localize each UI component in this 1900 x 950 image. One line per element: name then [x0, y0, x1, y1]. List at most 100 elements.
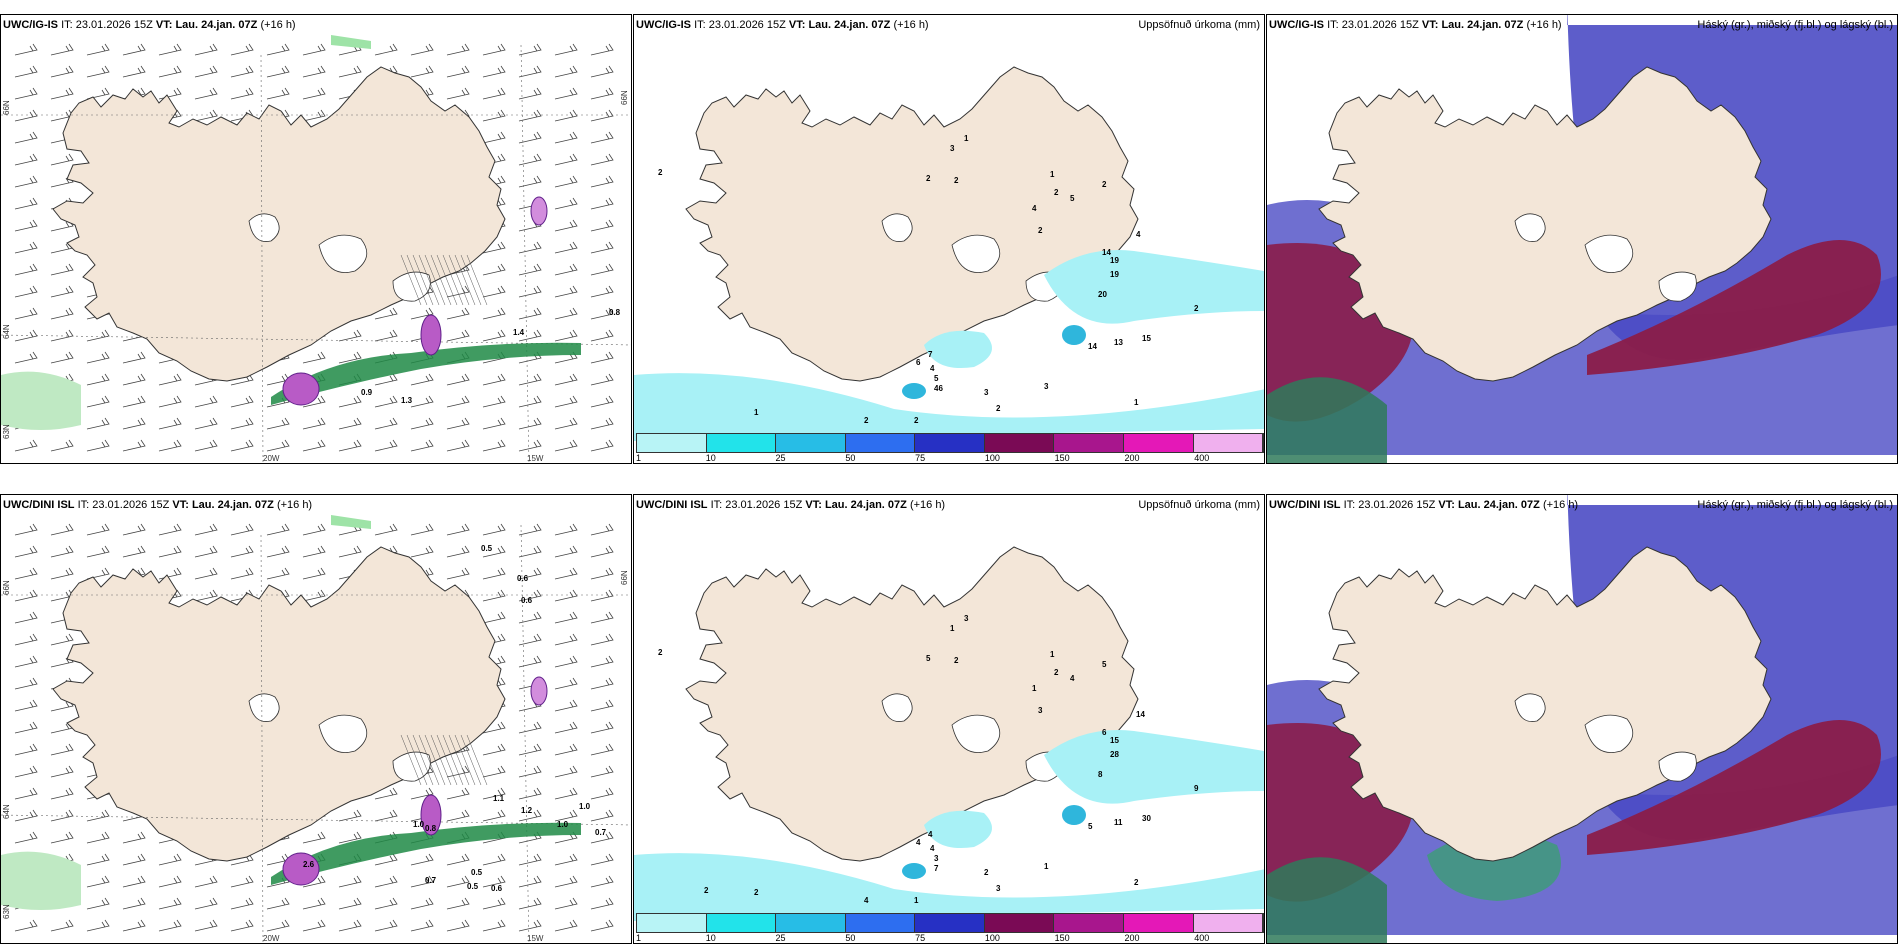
precip-east-area [1044, 730, 1264, 804]
wind-barb [554, 743, 578, 756]
axis-label: 66N [620, 570, 629, 585]
hatch-line [430, 734, 452, 786]
wind-barb [302, 395, 326, 408]
wind-barb [86, 65, 110, 78]
glacier-south [392, 751, 431, 782]
wind-barb [14, 809, 38, 822]
value-label: 1 [1134, 398, 1139, 407]
wind-barb [158, 919, 182, 932]
legend-tick: 75 [915, 933, 926, 943]
hatch-line [448, 734, 470, 786]
wind-barb [590, 307, 614, 320]
wind-barb [446, 919, 470, 932]
hatch-line [424, 254, 446, 306]
wind-barb [14, 131, 38, 144]
wind-barb [518, 285, 542, 298]
wind-barb [266, 523, 290, 536]
glacier-south [1658, 751, 1697, 782]
wind-barb [14, 439, 38, 452]
wind-barb [518, 809, 542, 822]
wind-barb [482, 241, 506, 254]
legend-swatch [637, 914, 707, 932]
wind-barb [518, 109, 542, 122]
wind-barb [266, 919, 290, 932]
value-label: 2 [658, 168, 663, 177]
wind-barb [482, 109, 506, 122]
land-layer [1318, 66, 1772, 382]
wind-barb [230, 65, 254, 78]
legend-swatch [845, 434, 916, 452]
legend-swatch [1054, 434, 1124, 452]
value-label: 15 [1142, 334, 1151, 343]
wind-barb [482, 307, 506, 320]
value-label: 0.7 [595, 828, 607, 837]
value-label: 46 [934, 384, 943, 393]
wind-barb [122, 417, 146, 430]
panel-right-title: Uppsöfnuð úrkoma (mm) [1138, 499, 1260, 511]
wind-barb [302, 43, 326, 56]
wind-barb [446, 329, 470, 342]
wind-barb [554, 307, 578, 320]
wind-barb [86, 853, 110, 866]
axis-label: 20W [263, 934, 280, 943]
legend-swatch [1193, 914, 1264, 932]
value-label: 1.0 [557, 820, 569, 829]
wind-barb [554, 699, 578, 712]
legend-tick: 75 [915, 453, 926, 463]
wind-barb [590, 373, 614, 386]
wind-barb [86, 373, 110, 386]
wind-barb [122, 919, 146, 932]
wind-barb [554, 395, 578, 408]
wind-barb [50, 765, 74, 778]
wind-barb [230, 43, 254, 56]
value-label: 5 [1088, 822, 1093, 831]
value-label: 0.6 [521, 596, 533, 605]
value-label: 2 [1054, 188, 1059, 197]
precip-core [1062, 805, 1086, 825]
wind-barb [338, 545, 362, 558]
value-label: 19 [1110, 256, 1119, 265]
wind-barb [194, 567, 218, 580]
wind-barb [446, 567, 470, 580]
wind-barb [122, 897, 146, 910]
wind-barb [554, 655, 578, 668]
hatch-line [460, 254, 482, 306]
wind-barb [590, 875, 614, 888]
legend-tick: 100 [984, 933, 1000, 943]
value-label: 2 [954, 176, 959, 185]
value-label: 1 [964, 134, 969, 143]
wind-barb [590, 589, 614, 602]
wind-barb [230, 523, 254, 536]
value-label: 2.6 [303, 860, 315, 869]
precip-sea-area [634, 373, 1264, 441]
wind-barb [518, 395, 542, 408]
wind-barb [554, 611, 578, 624]
wind-barb [158, 545, 182, 558]
high-cloud-east [1587, 240, 1881, 375]
wind-barb [230, 875, 254, 888]
wind-barb [158, 65, 182, 78]
precip-core [902, 863, 926, 879]
wind-barb [266, 897, 290, 910]
wind-barb [194, 439, 218, 452]
value-label: 2 [864, 416, 869, 425]
wind-barb [14, 307, 38, 320]
legend-tick: 1 [636, 453, 642, 463]
wind-barb [554, 87, 578, 100]
panel-bottom-mid-precip-map: 2 1 3 5 2 1 2 1 3 4 5 6 15 28 8 14 9 11 30 5 7 4 4 4 3 2 1 2 3 4 1 2 2 U… [633, 494, 1265, 944]
legend-tick: 200 [1124, 453, 1140, 463]
wind-barb [554, 439, 578, 452]
hatch-line [430, 254, 452, 306]
value-label: 14 [1136, 710, 1145, 719]
wind-barb [14, 43, 38, 56]
wind-barb [230, 545, 254, 558]
glacier-langjokull [1514, 213, 1546, 242]
wind-barb [554, 43, 578, 56]
wind-barb [302, 87, 326, 100]
legend-tick: 25 [775, 453, 786, 463]
wind-barb [122, 545, 146, 558]
hatch-line [442, 734, 464, 786]
wind-barb [518, 853, 542, 866]
axis-label: 66N [2, 100, 11, 115]
wind-barb [86, 43, 110, 56]
